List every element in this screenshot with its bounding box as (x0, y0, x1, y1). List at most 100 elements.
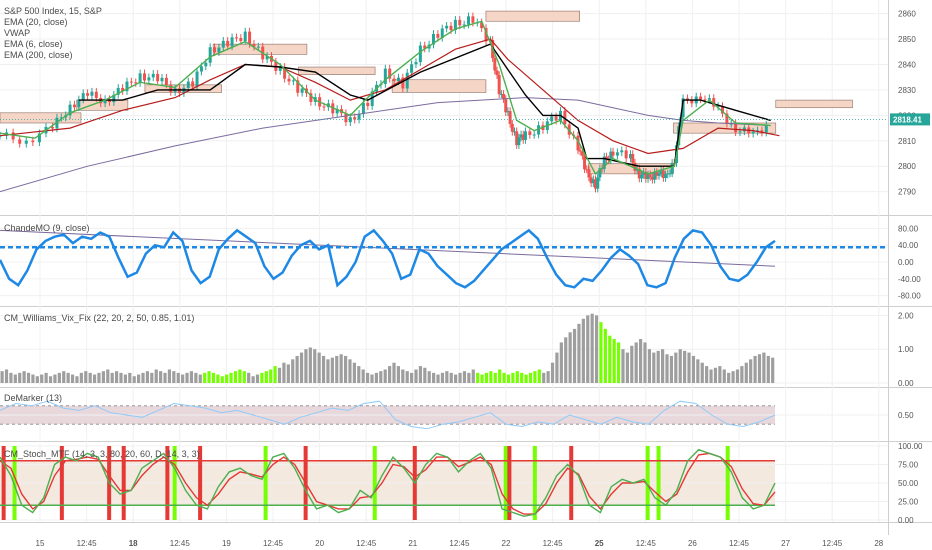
candle-body (467, 16, 471, 25)
vix-bar (696, 359, 700, 383)
candle-body (506, 111, 510, 113)
vix-bar (744, 362, 748, 383)
candle-body (18, 139, 22, 144)
candle-body (751, 131, 755, 134)
vix-bar (634, 342, 638, 383)
vix-bar (498, 369, 502, 383)
vix-bar (308, 347, 312, 383)
candle-body (445, 25, 449, 29)
candle-body (164, 77, 168, 85)
vix-bar (264, 371, 268, 383)
vix-bar (718, 366, 722, 383)
vix-bar (247, 372, 251, 383)
legend-cmo: ChandeMO (9, close) (4, 223, 90, 233)
vix-bar (22, 371, 26, 383)
vix-bar (57, 372, 61, 383)
vix-bar (603, 328, 607, 383)
vix-bar (189, 371, 194, 383)
vix-bar (462, 371, 467, 383)
vix-bar (365, 372, 370, 383)
vix-bar (638, 339, 643, 383)
vix-bar (370, 374, 374, 383)
vix-bar (449, 372, 453, 383)
vix-bar (656, 350, 660, 383)
vix-bar (436, 374, 440, 383)
candle-body (495, 70, 499, 76)
candle-body (291, 80, 295, 82)
vix-bar (326, 359, 330, 383)
candle-body (116, 87, 120, 95)
stoch-cross-up (263, 446, 268, 520)
vix-bar (458, 372, 462, 383)
cmo-pane[interactable]: 80.00 40.00 0.00 -40.00 -80.00 (0, 224, 921, 301)
vix-bar (299, 352, 304, 383)
candle-body (609, 151, 613, 161)
stoch-pane[interactable]: 100.00 75.00 50.00 25.00 0.00 (0, 442, 923, 525)
candle-body (296, 80, 300, 93)
vix-bar (40, 374, 44, 383)
candle-body (764, 124, 768, 133)
candle-body (462, 24, 466, 26)
candle-body (471, 16, 475, 23)
candle-body (602, 156, 606, 169)
vix-bar (66, 372, 70, 383)
demarker-pane[interactable]: 0.50 (0, 400, 914, 430)
candle-body (160, 77, 164, 82)
x-tick-label: 19 (222, 539, 231, 548)
legend-vix: CM_Williams_Vix_Fix (22, 20, 2, 50, 0.85… (4, 313, 194, 323)
candle-body (532, 134, 536, 136)
vix-pane[interactable]: 2.00 1.00 0.00 (0, 311, 914, 388)
vix-bar (198, 374, 202, 383)
candle-body (151, 73, 155, 78)
candle-body (664, 174, 668, 178)
vix-bar (97, 372, 101, 383)
price-pane[interactable]: 279028002810282028302840285028602818.41 (0, 10, 930, 197)
candle-body (283, 66, 287, 79)
vix-bar (414, 369, 418, 383)
vix-bar (203, 372, 207, 383)
vix-bar (233, 371, 238, 383)
stoch-cross-down (198, 446, 203, 520)
vix-bar (652, 352, 656, 383)
x-tick-label: 21 (408, 539, 417, 548)
vix-bar (181, 374, 185, 383)
candle-body (657, 173, 661, 176)
candle-body (396, 77, 400, 82)
vix-bar (119, 372, 123, 383)
vix-bar (489, 371, 493, 383)
vix-bar (410, 372, 414, 383)
legend-title: S&P 500 Index, 15, S&P (4, 6, 102, 16)
vix-bar (150, 372, 154, 383)
stoch-cross-up (725, 446, 730, 520)
stoch-cross-up (372, 446, 377, 520)
candle-body (716, 106, 720, 108)
vix-bar (154, 369, 158, 383)
candle-body (77, 99, 81, 108)
legend-ema20: EMA (20, close) (4, 17, 68, 27)
candle-body (589, 177, 593, 184)
candle-body (31, 140, 35, 143)
vix-bar (251, 376, 255, 383)
candle-body (121, 87, 125, 92)
last-price-label: 2818.41 (893, 115, 922, 124)
x-tick-label: 25 (595, 539, 604, 548)
candle-body (508, 111, 512, 124)
y-tick-label: 2810 (898, 137, 916, 146)
candle-body (604, 156, 608, 160)
candle-body (668, 173, 672, 175)
vix-bar (771, 357, 775, 383)
candle-body (221, 40, 225, 48)
vix-bar (172, 371, 176, 383)
vix-bar (590, 313, 594, 383)
candle-body (169, 84, 173, 92)
y-tick-label: 0.50 (898, 411, 914, 420)
candle-body (585, 169, 589, 171)
vix-bar (211, 372, 216, 383)
vix-bar (401, 369, 405, 383)
x-tick-label: 12:45 (263, 539, 284, 548)
vix-bar (722, 369, 726, 383)
x-tick-label: 27 (781, 539, 790, 548)
vix-bar (599, 322, 603, 383)
candle-body (138, 73, 142, 84)
